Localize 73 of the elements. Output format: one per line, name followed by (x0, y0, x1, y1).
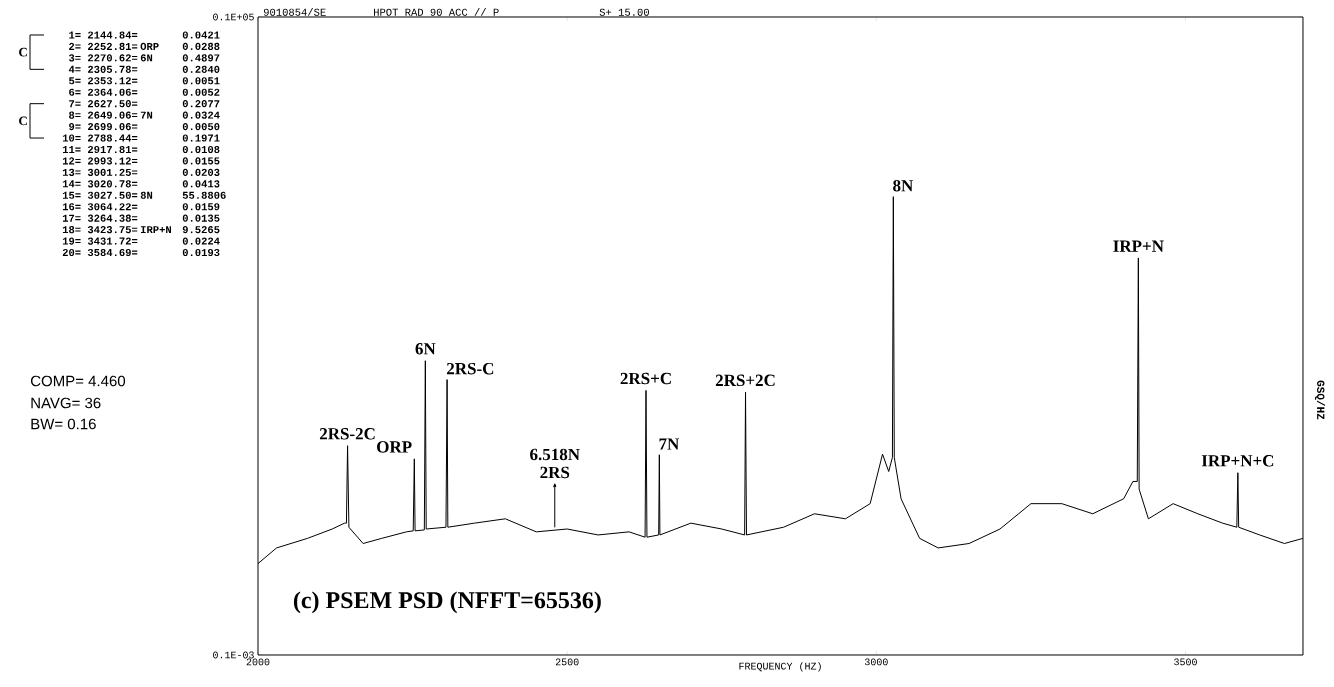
text: BW= 0.16 (31, 418, 96, 430)
text: 8= 2649.06= (69, 111, 138, 119)
annotation: 2RS+2C (715, 374, 775, 387)
text: 0.0413 (182, 180, 220, 188)
text: 0.0288 (182, 42, 220, 51)
text: ORP (140, 42, 159, 51)
annotation: 2RS+C (620, 372, 671, 385)
y-tick-label: 0.1E+05 (213, 13, 254, 21)
text: 20= 3584.69= (62, 248, 138, 257)
text: 0.0324 (182, 111, 220, 119)
text: 0.2077 (182, 100, 220, 108)
text: 0.0135 (182, 214, 220, 222)
annotation: IRP+N+C (1201, 455, 1274, 467)
text: 17= 3264.38= (62, 214, 138, 222)
text: C (19, 47, 27, 57)
text: C (19, 116, 27, 126)
annotation: 2RS-2C (319, 428, 375, 440)
text: 0.0155 (182, 157, 220, 165)
text: 15= 3027.50= (62, 191, 138, 199)
text: 0.0159 (182, 203, 220, 211)
text: 0.2840 (182, 65, 220, 73)
text: HPOT RAD 90 ACC // P (374, 8, 499, 16)
text: 5= 2353.12= (69, 77, 138, 85)
text: 0.0224 (182, 237, 220, 245)
x-tick-label: 3500 (1174, 658, 1197, 666)
text: 0.4897 (182, 54, 220, 62)
annotation: ORP (377, 441, 412, 453)
text: 0.0108 (182, 145, 220, 154)
text: 0.0203 (182, 168, 220, 176)
text: 13= 3001.25= (62, 168, 138, 176)
text: 0.0421 (182, 31, 220, 39)
text: 6= 2364.06= (69, 88, 138, 96)
text: 0.0193 (182, 248, 220, 257)
annotation: 2RS-C (447, 362, 494, 375)
text: 7N (140, 111, 153, 119)
text: 0.1971 (182, 134, 220, 142)
annotation: 6N (415, 343, 436, 355)
text: 11= 2917.81= (62, 145, 138, 154)
text: 18= 3423.75= (62, 226, 138, 234)
x-tick-label: 2000 (246, 658, 270, 666)
text: 14= 3020.78= (62, 180, 138, 188)
text: 9.5265 (182, 226, 220, 234)
text: 16= 3064.22= (62, 203, 138, 211)
x-tick-label: 2500 (555, 658, 579, 666)
text: 55.8806 (182, 191, 226, 199)
y-tick-label: 0.1E-03 (213, 651, 254, 659)
annotation: IRP+N (1113, 240, 1164, 252)
text: 6N (140, 54, 153, 62)
text: S+ 15.00 (599, 8, 649, 16)
text: 8N (140, 191, 153, 199)
text: 1= 2144.84= (69, 31, 138, 39)
annotation: 6.518N 2RS (530, 448, 580, 479)
y-axis-title: GSQ/HZ (1314, 380, 1326, 420)
text: (c) PSEM PSD (NFFT=65536) (293, 591, 601, 614)
x-axis-title: FREQUENCY (HZ) (739, 662, 821, 672)
text: IRP+N (141, 226, 172, 234)
text: 10= 2788.44= (62, 134, 138, 142)
annotation: 8N (893, 179, 914, 192)
text: 3= 2270.62= (68, 54, 138, 62)
text: 9010854/SE (263, 8, 326, 16)
text: COMP= 4.460 (30, 375, 126, 387)
text: 0.0052 (182, 88, 220, 96)
text: 2= 2252.81= (69, 42, 138, 51)
annotation: 7N (659, 438, 680, 450)
text: 0.0051 (182, 77, 220, 85)
x-tick-label: 3000 (864, 658, 888, 666)
text: 12= 2993.12= (62, 157, 138, 165)
text: 9= 2699.06= (69, 123, 138, 131)
text: 4= 2305.78= (68, 65, 138, 73)
text: 0.0050 (182, 123, 220, 131)
text: NAVG= 36 (31, 397, 101, 409)
text: 19= 3431.72= (62, 237, 138, 245)
text: 7= 2627.50= (69, 100, 138, 108)
